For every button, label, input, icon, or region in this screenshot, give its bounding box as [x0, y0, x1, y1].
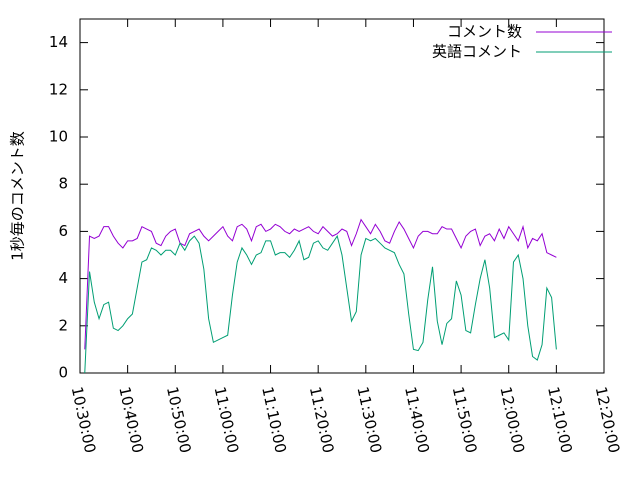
- x-tick-label: 11:20:00: [306, 385, 338, 455]
- y-tick-label: 10: [49, 128, 68, 146]
- x-tick-label: 10:30:00: [68, 385, 100, 455]
- legend-label: コメント数: [447, 23, 522, 41]
- y-tick-label: 8: [58, 175, 68, 193]
- x-tick-label: 12:00:00: [496, 385, 528, 455]
- y-tick-label: 14: [49, 33, 68, 51]
- x-tick-label: 11:10:00: [258, 385, 290, 455]
- y-tick-label: 6: [58, 222, 68, 240]
- x-tick-label: 11:30:00: [354, 385, 386, 455]
- y-axis-label: 1秒毎のコメント数: [9, 131, 27, 261]
- y-tick-label: 12: [49, 80, 68, 98]
- x-tick-label: 12:10:00: [544, 385, 576, 455]
- series-line: [84, 218, 557, 350]
- legend-label: 英語コメント: [432, 43, 522, 61]
- x-tick-label: 10:50:00: [163, 385, 195, 455]
- x-tick-label: 11:00:00: [211, 385, 243, 455]
- x-tick-label: 11:50:00: [449, 385, 481, 455]
- y-tick-label: 2: [58, 316, 68, 334]
- plot-border: [79, 18, 605, 374]
- series-line: [84, 234, 557, 374]
- y-tick-label: 4: [58, 269, 68, 287]
- x-tick-label: 12:20:00: [592, 385, 624, 455]
- x-tick-label: 11:40:00: [401, 385, 433, 455]
- y-tick-label: 0: [58, 364, 68, 382]
- x-tick-label: 10:40:00: [115, 385, 147, 455]
